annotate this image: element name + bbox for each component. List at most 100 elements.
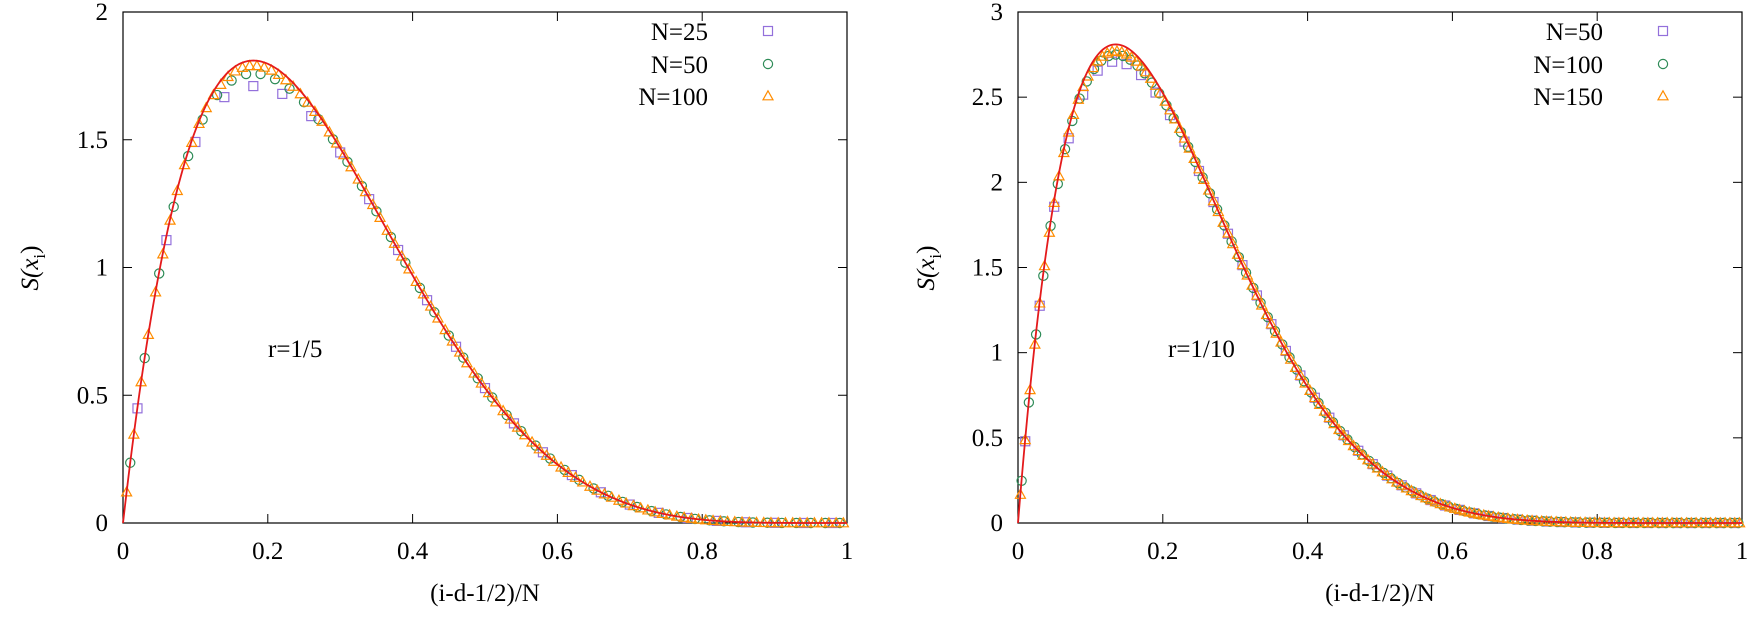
data-point: [526, 435, 539, 447]
data-point: [1231, 248, 1244, 259]
data-point: [1115, 45, 1128, 57]
series-n-50: [1020, 56, 1740, 529]
data-point: [1048, 196, 1061, 207]
data-point: [1164, 103, 1177, 115]
data-point: [402, 262, 415, 274]
data-point: [366, 198, 379, 210]
data-point: [178, 158, 191, 170]
data-point: [1255, 298, 1268, 310]
y-tick-label: 1: [96, 255, 109, 282]
x-tick-label: 0: [1012, 538, 1025, 565]
data-point: [359, 185, 372, 197]
data-point: [185, 136, 198, 147]
data-point: [1318, 404, 1331, 416]
data-point: [308, 105, 321, 116]
series-n-150: [1014, 44, 1746, 528]
y-axis-label: S(xi): [913, 246, 945, 291]
data-point: [1096, 49, 1109, 61]
y-tick-label: 1.5: [77, 127, 108, 154]
data-point: [1294, 369, 1307, 380]
data-point: [460, 356, 473, 368]
x-tick-label: 1: [841, 538, 854, 565]
data-point: [439, 323, 452, 335]
data-point: [171, 184, 184, 196]
y-tick-label: 0: [96, 510, 109, 537]
x-tick-label: 0.8: [687, 538, 718, 565]
theory-curve: [1017, 43, 1742, 524]
data-point: [504, 412, 517, 424]
data-point: [489, 395, 502, 407]
data-point: [1057, 146, 1070, 158]
data-point: [1202, 183, 1215, 195]
data-layer: [1014, 43, 1746, 529]
data-point: [337, 148, 350, 160]
data-point: [1371, 461, 1384, 473]
series-n-50: [125, 68, 845, 529]
legend-marker: [761, 89, 775, 101]
data-point: [330, 136, 343, 148]
data-point: [1332, 423, 1345, 435]
data-point: [1135, 59, 1148, 71]
data-point: [1081, 76, 1092, 87]
data-point: [453, 345, 466, 357]
data-point: [468, 366, 481, 378]
x-tick-label: 0.2: [252, 538, 283, 565]
data-point: [1125, 50, 1138, 62]
x-tick-label: 0.8: [1582, 538, 1613, 565]
data-point: [1250, 288, 1263, 300]
legend-label: N=100: [1533, 52, 1603, 79]
legend: N=50 N=100 N=150: [1533, 19, 1670, 111]
panel-annotation: r=1/5: [268, 336, 322, 363]
data-point: [1275, 335, 1288, 347]
y-tick-label: 0.5: [972, 425, 1003, 452]
chart-panel-left: 0 0.2 0.4 0.6 0.8 1 0 0.5 1 1.5 2 (i-d-1/2)/N S(xi) r…: [17, 0, 853, 607]
data-point: [1197, 173, 1210, 184]
data-point: [1063, 133, 1074, 144]
data-point: [219, 92, 230, 103]
data-point: [1221, 226, 1234, 238]
y-tick-label: 2: [96, 0, 109, 26]
panel-annotation: r=1/10: [1168, 336, 1235, 363]
data-point: [1217, 216, 1230, 227]
data-point: [1207, 194, 1220, 206]
data-point: [236, 61, 249, 72]
data-point: [1183, 141, 1196, 153]
data-point: [352, 172, 365, 184]
data-point: [1357, 449, 1370, 460]
legend-marker: [1656, 89, 1670, 101]
data-point: [1376, 465, 1389, 477]
y-tick-label: 2.5: [972, 84, 1003, 111]
data-point: [1168, 112, 1181, 124]
x-tick-label: 0: [117, 538, 130, 565]
data-point: [374, 211, 387, 222]
data-point: [193, 117, 206, 129]
data-point: [211, 89, 223, 101]
data-point: [417, 287, 430, 299]
legend-marker: [762, 25, 774, 37]
x-tick-label: 0.6: [1437, 538, 1468, 565]
data-point: [258, 60, 271, 72]
series-n-100: [120, 59, 850, 528]
data-point: [1361, 453, 1374, 465]
data-point: [1337, 428, 1350, 440]
y-tick-label: 1.5: [972, 255, 1003, 282]
data-point: [410, 275, 423, 287]
data-point: [555, 460, 568, 472]
data-point: [164, 213, 177, 225]
theory-curve: [122, 59, 847, 524]
y-tick-label: 3: [991, 0, 1004, 26]
data-point: [388, 236, 401, 248]
x-tick-label: 0.6: [542, 538, 573, 565]
data-point: [395, 249, 408, 261]
data-point: [1236, 258, 1249, 270]
data-point: [1053, 169, 1066, 181]
data-point: [1260, 308, 1273, 320]
legend-label: N=100: [638, 84, 708, 111]
data-point: [1120, 47, 1133, 59]
data-point: [364, 194, 375, 205]
legend-label: N=150: [1533, 84, 1603, 111]
series-n-100: [1016, 49, 1744, 529]
data-point: [547, 455, 560, 466]
x-axis-label: (i-d-1/2)/N: [430, 580, 540, 607]
